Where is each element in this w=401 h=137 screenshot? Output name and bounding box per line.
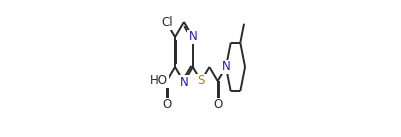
Text: HO: HO bbox=[150, 75, 168, 88]
Text: N: N bbox=[188, 31, 197, 44]
Text: S: S bbox=[197, 75, 205, 88]
Text: O: O bbox=[162, 99, 171, 112]
Text: O: O bbox=[213, 99, 222, 112]
Text: N: N bbox=[180, 75, 188, 89]
Text: N: N bbox=[222, 61, 230, 73]
Text: Cl: Cl bbox=[161, 16, 172, 29]
